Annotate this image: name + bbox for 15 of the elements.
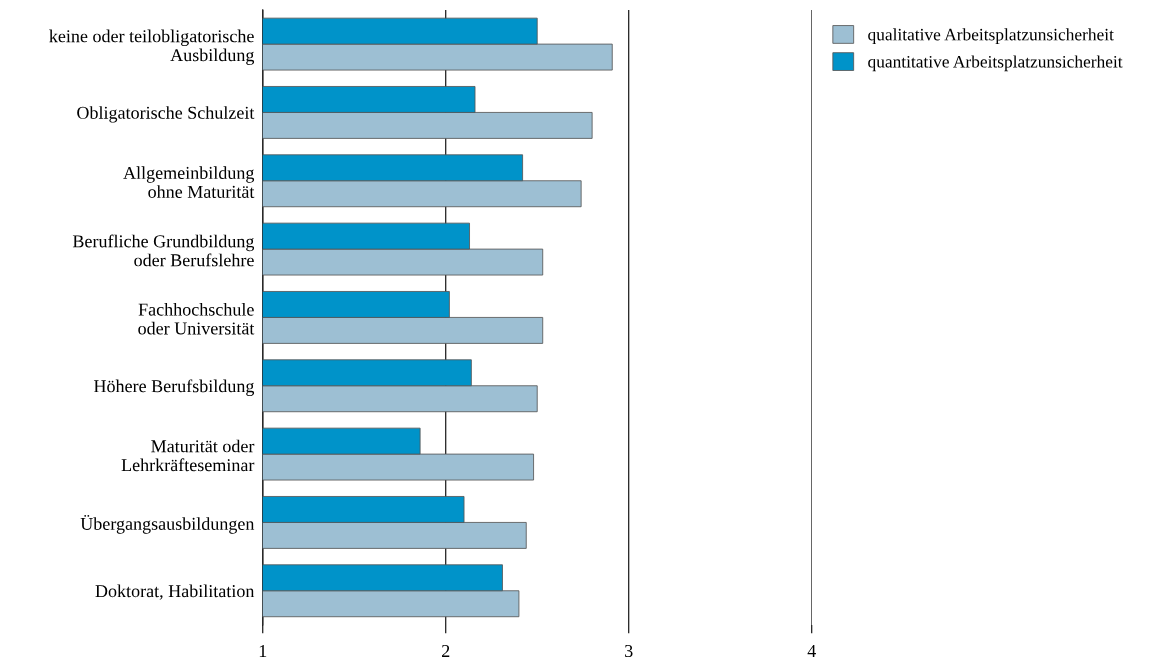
x-tick-label: 3 bbox=[625, 644, 633, 658]
y-tick-label: Fachhochschule oder Universität bbox=[138, 302, 255, 335]
y-tick-label: Obligatorische Schulzeit bbox=[77, 106, 255, 123]
legend-label: quantitative Arbeitsplatzunsicherheit bbox=[868, 55, 1123, 72]
y-tick-label: Berufliche Grundbildung oder Berufslehre bbox=[72, 234, 255, 267]
x-tick-label: 2 bbox=[442, 644, 450, 657]
y-tick-label: keine oder teilobligatorische Ausbildung bbox=[49, 29, 255, 65]
y-tick-label: Maturität oder Lehrkräfteseminar bbox=[121, 439, 255, 472]
y-tick-label: Doktorat, Habilitation bbox=[95, 584, 255, 600]
legend-label: qualitative Arbeitsplatzunsicherheit bbox=[868, 28, 1114, 45]
y-tick-label: Übergangsausbildungen bbox=[80, 515, 255, 534]
y-tick-label: Höhere Berufsbildung bbox=[93, 379, 255, 397]
x-tick-label: 1 bbox=[259, 644, 267, 657]
x-tick-label: 4 bbox=[807, 645, 816, 657]
y-tick-label: Allgemeinbildung ohne Maturität bbox=[123, 166, 255, 198]
